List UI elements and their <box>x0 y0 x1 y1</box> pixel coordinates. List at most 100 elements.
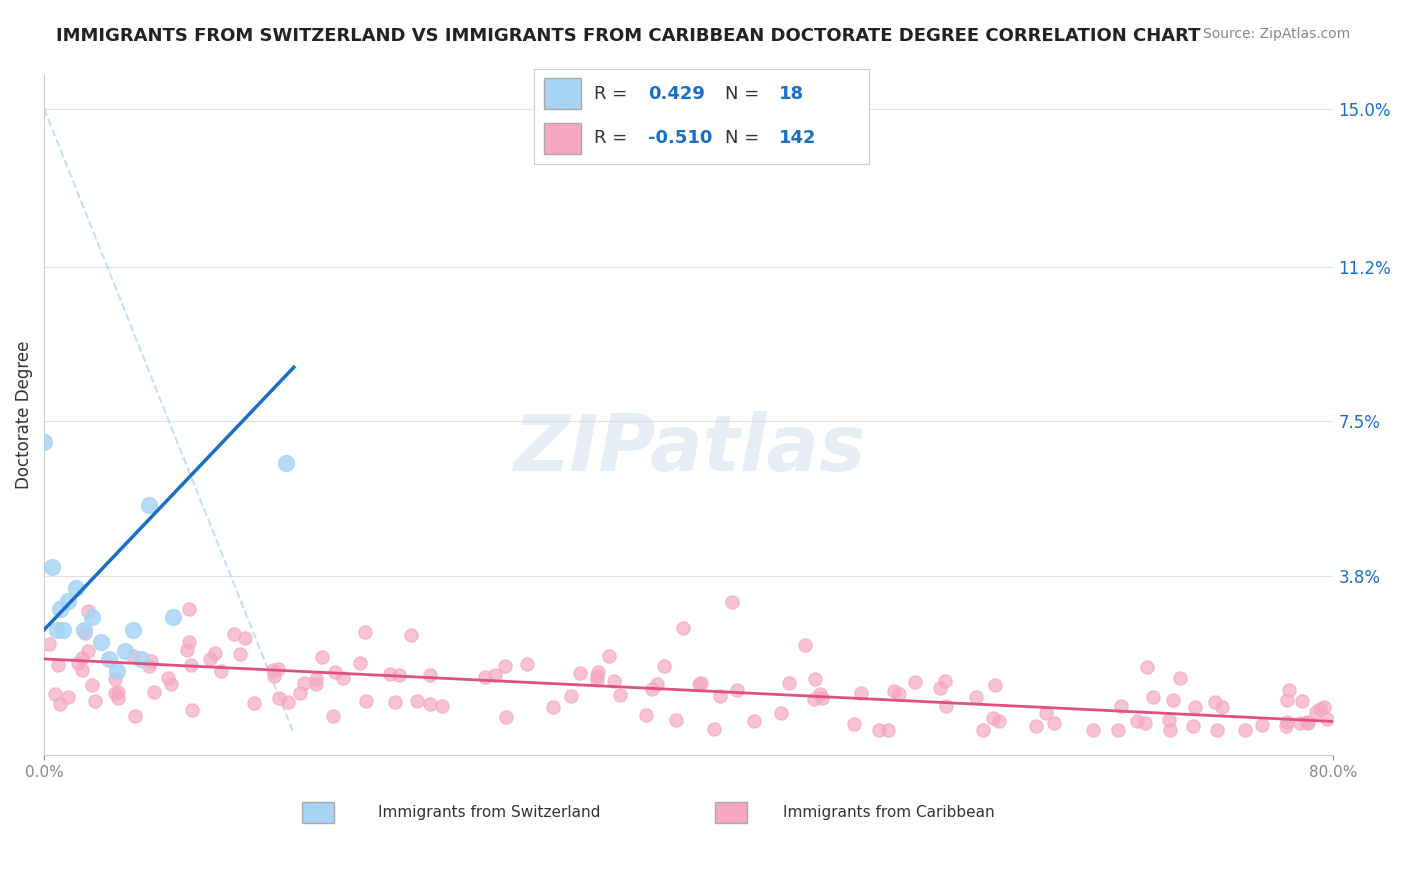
Point <box>77 604 100 618</box>
Point <box>419 698 441 712</box>
Point <box>46 623 69 637</box>
Point <box>484 667 506 681</box>
Point <box>808 687 831 701</box>
Point <box>868 723 890 737</box>
Point <box>49 697 72 711</box>
Point <box>70 663 93 677</box>
Point <box>1288 716 1310 731</box>
Point <box>103 673 125 687</box>
Point <box>82 610 104 624</box>
Point <box>73 623 96 637</box>
Point <box>44 688 66 702</box>
Point <box>495 710 517 724</box>
Point <box>52 623 75 637</box>
Text: Source: ZipAtlas.com: Source: ZipAtlas.com <box>1202 27 1350 41</box>
Point <box>904 674 927 689</box>
Point <box>288 686 311 700</box>
Point <box>124 708 146 723</box>
Point <box>516 657 538 671</box>
Point <box>1309 702 1331 716</box>
Point <box>742 714 765 729</box>
Point <box>176 643 198 657</box>
Point <box>160 677 183 691</box>
Point <box>263 664 285 678</box>
Point <box>242 696 264 710</box>
Point <box>354 694 377 708</box>
Point <box>121 648 143 663</box>
Point <box>89 635 111 649</box>
Point <box>1211 700 1233 714</box>
Point <box>1109 699 1132 714</box>
Point <box>803 691 825 706</box>
Point <box>70 650 93 665</box>
Point <box>1275 715 1298 730</box>
Point <box>204 646 226 660</box>
Point <box>114 643 136 657</box>
Point <box>1305 705 1327 719</box>
Point <box>934 674 956 689</box>
Point <box>274 456 297 470</box>
Point <box>322 709 344 723</box>
Point <box>474 670 496 684</box>
Point <box>104 686 127 700</box>
Point <box>672 621 695 635</box>
Point <box>586 669 609 683</box>
Point <box>883 683 905 698</box>
Point <box>77 643 100 657</box>
Point <box>162 610 184 624</box>
FancyBboxPatch shape <box>714 803 747 822</box>
Point <box>107 690 129 705</box>
Point <box>177 602 200 616</box>
Point <box>353 625 375 640</box>
Point <box>198 651 221 665</box>
Point <box>935 698 957 713</box>
Point <box>49 602 72 616</box>
Point <box>181 702 204 716</box>
Point <box>654 659 676 673</box>
Point <box>1316 712 1339 726</box>
Text: ZIPatlas: ZIPatlas <box>513 411 865 487</box>
Point <box>1278 682 1301 697</box>
Point <box>1157 713 1180 727</box>
Point <box>972 723 994 737</box>
Point <box>609 688 631 702</box>
Point <box>769 706 792 721</box>
Point <box>305 672 328 686</box>
Point <box>107 684 129 698</box>
Point <box>1291 694 1313 708</box>
Point <box>228 647 250 661</box>
Point <box>292 675 315 690</box>
Point <box>311 649 333 664</box>
Point <box>1275 719 1298 733</box>
Point <box>179 635 201 649</box>
Point <box>709 689 731 703</box>
Point <box>143 685 166 699</box>
Point <box>1313 700 1336 714</box>
Point <box>688 677 710 691</box>
Point <box>1296 714 1319 729</box>
Point <box>401 628 423 642</box>
Point <box>1043 716 1066 731</box>
Point <box>1135 715 1157 730</box>
Point <box>645 677 668 691</box>
Point <box>1159 723 1181 737</box>
Point <box>494 659 516 673</box>
Point <box>568 665 591 680</box>
Point <box>965 690 987 705</box>
Point <box>432 698 454 713</box>
Point <box>138 498 160 512</box>
Point <box>129 652 152 666</box>
Point <box>703 722 725 736</box>
Point <box>267 690 290 705</box>
Point <box>121 623 143 637</box>
Point <box>811 690 834 705</box>
Point <box>41 560 63 574</box>
Point <box>778 675 800 690</box>
Point <box>263 668 285 682</box>
Point <box>266 662 288 676</box>
FancyBboxPatch shape <box>302 803 335 822</box>
Point <box>603 673 626 688</box>
Point <box>876 723 898 737</box>
Point <box>842 717 865 731</box>
Point <box>406 694 429 708</box>
